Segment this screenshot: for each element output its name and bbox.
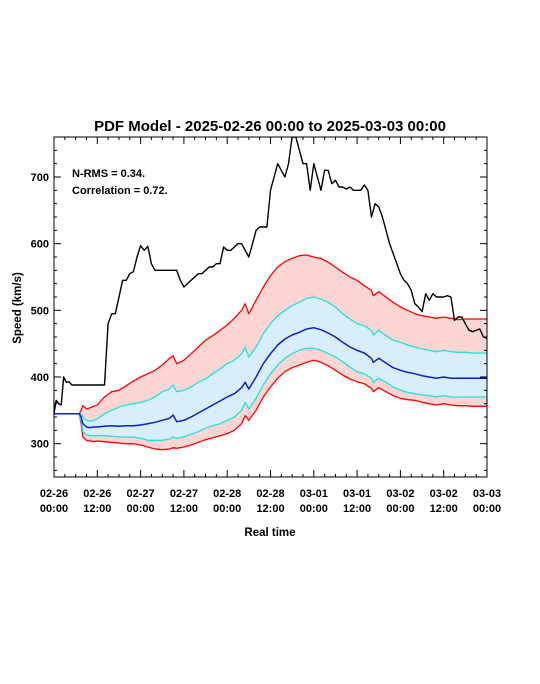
x-tick-label-5-2: 12:00 — [256, 503, 284, 515]
series-lines — [54, 137, 487, 451]
y-tick-label-0: 300 — [31, 439, 49, 451]
x-tick-label-8-1: 03-02 — [386, 488, 414, 500]
inner-band-fill — [54, 297, 487, 441]
series-line-observed — [54, 137, 487, 414]
x-tick-label-10-2: 00:00 — [473, 503, 501, 515]
x-axis-label: Real time — [244, 527, 295, 539]
series-line-lower-outer — [54, 359, 487, 451]
x-tick-label-3-2: 12:00 — [170, 503, 198, 515]
x-tick-label-7-2: 12:00 — [343, 503, 371, 515]
x-tick-label-4-2: 00:00 — [213, 503, 241, 515]
x-tick-label-2-2: 00:00 — [127, 503, 155, 515]
probability-bands — [54, 255, 487, 450]
x-tick-label-9-1: 03-02 — [430, 488, 458, 500]
x-tick-label-1-2: 12:00 — [83, 503, 111, 515]
x-axis: 02-26 00:00 02-26 12:00 02-27 00:00 02-27 12:00… — [40, 137, 501, 515]
y-axis: 300 400 500 600 700 — [31, 149, 487, 471]
x-tick-label-8-2: 00:00 — [386, 503, 414, 515]
x-tick-label-9-2: 12:00 — [430, 503, 458, 515]
series-line-upper-outer — [54, 254, 487, 415]
y-tick-label-3: 600 — [31, 239, 49, 251]
x-tick-label-6-1: 03-01 — [300, 488, 328, 500]
outer-band-upper-fill — [54, 255, 487, 421]
x-tick-label-5-1: 02-28 — [256, 488, 284, 500]
x-tick-label-3-1: 02-27 — [170, 488, 198, 500]
series-line-lower-inner — [54, 347, 487, 441]
x-tick-label-2-1: 02-27 — [127, 488, 155, 500]
x-tick-label-7-1: 03-01 — [343, 488, 371, 500]
series-line-median — [54, 326, 487, 429]
x-tick-label-4-1: 02-28 — [213, 488, 241, 500]
y-tick-label-2: 500 — [31, 305, 49, 317]
series-line-upper-inner — [54, 296, 487, 422]
correlation-annotation: Correlation = 0.72. — [72, 185, 168, 197]
x-tick-label-0-1: 02-26 — [40, 488, 68, 500]
y-tick-label-1: 400 — [31, 372, 49, 384]
outer-band-lower-fill — [54, 348, 487, 450]
y-axis-label: Speed (km/s) — [12, 272, 24, 344]
x-tick-label-10-1: 03-03 — [473, 488, 501, 500]
chart-title: PDF Model - 2025-02-26 00:00 to 2025-03-… — [94, 118, 446, 135]
x-tick-label-6-2: 00:00 — [300, 503, 328, 515]
x-tick-label-1-1: 02-26 — [83, 488, 111, 500]
y-tick-label-4: 700 — [31, 172, 49, 184]
nrms-annotation: N-RMS = 0.34. — [72, 168, 145, 180]
x-tick-label-0-2: 00:00 — [40, 503, 68, 515]
